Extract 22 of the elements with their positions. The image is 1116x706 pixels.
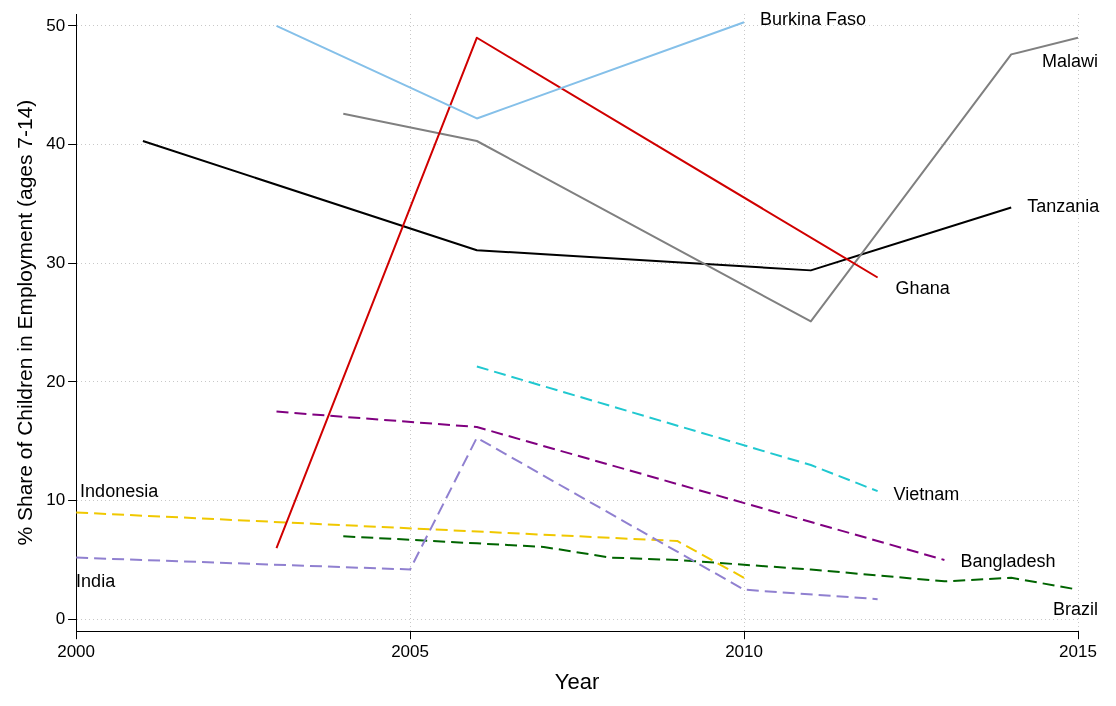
y-tick-label: 40: [46, 134, 66, 154]
series-label: Ghana: [895, 278, 951, 299]
x-tick-label: 2010: [725, 642, 763, 662]
series-label: Tanzania: [1027, 196, 1101, 217]
x-tick-label: 2015: [1059, 642, 1097, 662]
line-series: [76, 436, 879, 601]
x-axis-title: Year: [554, 668, 600, 694]
y-tick-label: 50: [46, 15, 66, 35]
y-tick-label: 20: [46, 371, 66, 391]
series-label: Malawi: [1041, 50, 1098, 71]
series-label: India: [76, 570, 117, 591]
y-tick-label: 30: [46, 252, 66, 272]
x-tick-label: 2000: [57, 642, 96, 662]
series-label: Bangladesh: [960, 550, 1056, 571]
y-tick-label: 10: [46, 490, 66, 510]
series-label: Vietnam: [893, 484, 960, 505]
series-label: Indonesia: [80, 481, 160, 502]
y-axis-title: % Share of Children in Employment (ages 7-14): [13, 99, 37, 546]
y-tick-label: 0: [55, 609, 66, 629]
series-label: Brazil: [1052, 598, 1098, 619]
series-label: Burkina Faso: [760, 9, 867, 30]
x-tick-label: 2005: [391, 642, 429, 662]
